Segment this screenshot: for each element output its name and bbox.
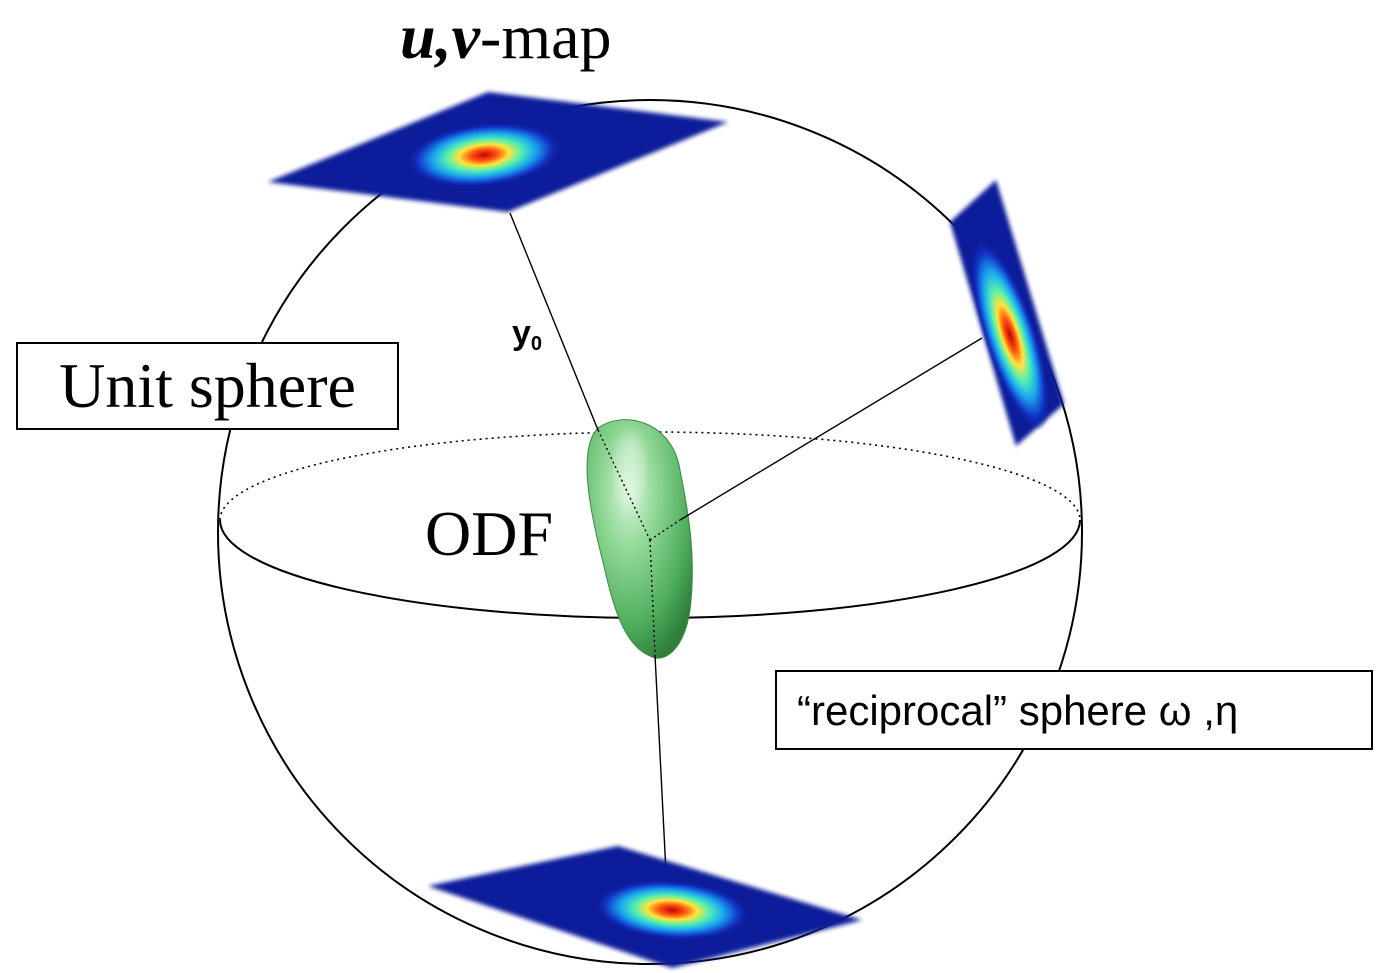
- uv-map-right: [950, 180, 1064, 446]
- reciprocal-sphere-box: “reciprocal” sphere ω ,η: [775, 670, 1373, 750]
- line-right-solid: [679, 337, 983, 521]
- map-title-rest: -map: [480, 1, 612, 72]
- line-top-solid: [509, 212, 599, 431]
- odf-surface: [586, 419, 693, 659]
- unit-sphere-box: Unit sphere: [16, 342, 399, 430]
- uv-map-bottom: [428, 846, 862, 968]
- odf-highlight: [616, 432, 644, 508]
- y0-label: y0: [512, 313, 542, 364]
- sphere-outline: [217, 99, 1083, 965]
- map-title: u,v-map: [400, 2, 612, 72]
- y0-subscript: 0: [530, 333, 543, 355]
- line-right-dotted: [649, 519, 681, 541]
- odf-label: ODF: [425, 498, 554, 569]
- equator-back: [219, 431, 1081, 521]
- map-title-uv: u,v: [400, 1, 480, 72]
- unit-sphere-label: Unit sphere: [59, 350, 356, 421]
- reciprocal-sphere-label: “reciprocal” sphere ω ,η: [797, 687, 1239, 734]
- line-top-dotted: [597, 429, 651, 541]
- uv-map-top: [268, 92, 728, 212]
- line-bottom-dotted: [649, 539, 656, 656]
- y0-symbol: y: [512, 314, 531, 352]
